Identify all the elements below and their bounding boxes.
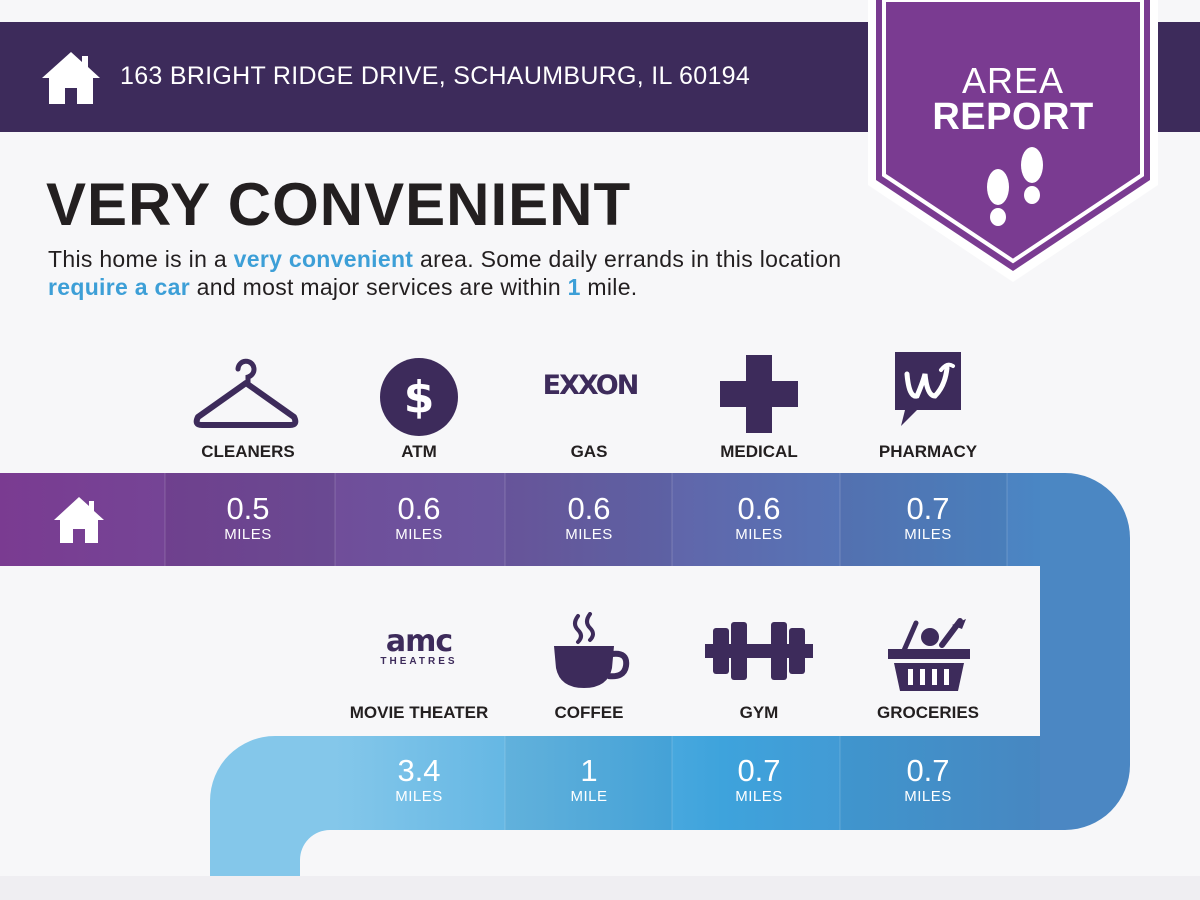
category-label: MOVIE THEATER bbox=[349, 703, 489, 722]
category-label: GAS bbox=[570, 442, 608, 461]
bottom-strip bbox=[0, 876, 1200, 900]
amc-logo: amc THEATRES bbox=[380, 624, 458, 668]
distance-cell: 0.6 MILES bbox=[735, 491, 783, 544]
dumbbell-icon bbox=[705, 622, 813, 680]
svg-text:$: $ bbox=[404, 372, 435, 423]
distance-cell: 0.7 MILES bbox=[904, 491, 952, 544]
distance-cell: 0.7 MILES bbox=[904, 753, 952, 806]
badge-title-line1: AREA bbox=[961, 60, 1065, 101]
medical-cross-icon bbox=[720, 355, 798, 433]
convenience-description: This home is in a very convenient area. … bbox=[48, 246, 842, 300]
distance-cell: 1 MILE bbox=[570, 753, 608, 806]
property-address: 163 BRIGHT RIDGE DRIVE, SCHAUMBURG, IL 6… bbox=[120, 62, 751, 90]
category-label: COFFEE bbox=[554, 703, 624, 722]
badge-title-line2: REPORT bbox=[932, 96, 1094, 138]
category-label: CLEANERS bbox=[201, 442, 295, 461]
grocery-basket-icon bbox=[888, 618, 970, 691]
convenience-rating: VERY CONVENIENT bbox=[46, 171, 632, 238]
category-label: GYM bbox=[739, 703, 779, 722]
footprints-icon bbox=[987, 147, 1043, 226]
coffee-cup-icon bbox=[554, 612, 630, 688]
home-start-icon bbox=[54, 497, 104, 543]
hanger-icon bbox=[193, 358, 299, 428]
house-icon bbox=[42, 52, 100, 104]
distance-cell: 0.6 MILES bbox=[395, 491, 443, 544]
walgreens-logo bbox=[895, 352, 961, 426]
category-label: PHARMACY bbox=[878, 442, 978, 461]
exxon-logo: EXXON bbox=[542, 370, 640, 401]
distance-cell: 0.7 MILES bbox=[735, 753, 783, 806]
category-label: ATM bbox=[401, 442, 437, 461]
area-report-badge bbox=[868, 0, 1158, 282]
distance-cell: 0.5 MILES bbox=[224, 491, 272, 544]
category-label: GROCERIES bbox=[876, 703, 980, 722]
distance-cell: 0.6 MILES bbox=[565, 491, 613, 544]
distance-cell: 3.4 MILES bbox=[395, 753, 443, 806]
dollar-icon: $ bbox=[380, 358, 458, 436]
category-label: MEDICAL bbox=[720, 442, 798, 461]
